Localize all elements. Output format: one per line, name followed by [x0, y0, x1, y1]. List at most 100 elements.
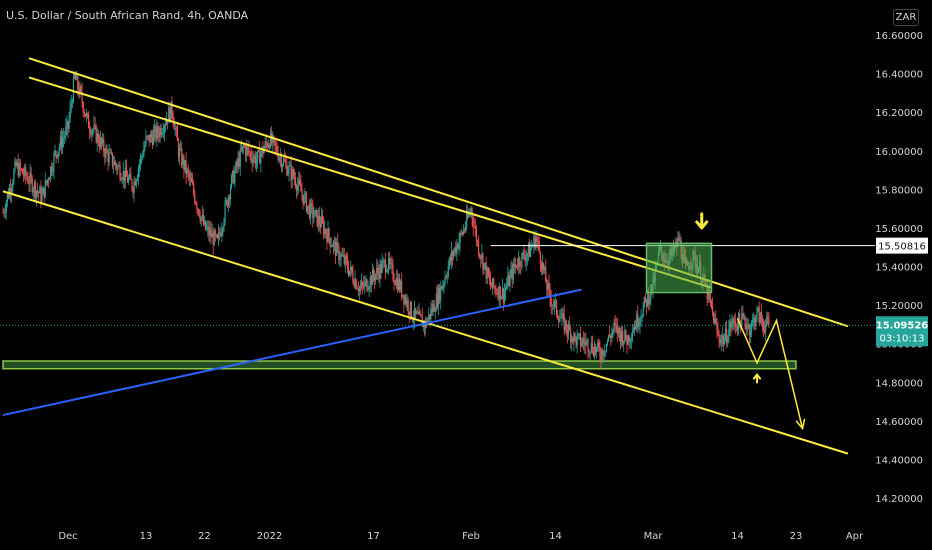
candle-body	[381, 262, 383, 273]
y-tick-label: 14.60000	[875, 417, 923, 428]
candle-body	[21, 169, 24, 174]
candle-body	[174, 128, 176, 130]
candle-body	[611, 332, 613, 339]
candle-body	[302, 194, 304, 204]
candle-body	[247, 146, 249, 149]
y-tick-label: 14.20000	[875, 494, 923, 505]
candle-body	[248, 148, 250, 153]
candle-body	[91, 130, 93, 135]
candle-body	[458, 241, 460, 249]
candle-body	[113, 161, 116, 165]
candle-body	[555, 300, 558, 315]
candle-body	[63, 137, 65, 139]
candle-body	[576, 335, 578, 346]
candle-body	[186, 169, 188, 175]
candle-body	[735, 326, 738, 328]
candle-body	[92, 129, 94, 131]
candle-body	[727, 339, 729, 344]
candle-body	[6, 194, 8, 203]
candle-body	[154, 126, 156, 132]
candle-body	[511, 269, 513, 280]
candle-body	[436, 294, 439, 307]
candle-body	[575, 337, 577, 346]
candle-body	[73, 74, 76, 78]
candle-body	[453, 252, 455, 257]
candle-body	[600, 356, 602, 361]
candle-body	[151, 137, 154, 145]
candle-body	[524, 257, 526, 262]
candle-body	[437, 287, 440, 307]
candle-body	[749, 331, 752, 335]
candle-body	[131, 179, 133, 189]
candle-body	[546, 282, 548, 290]
currency-badge[interactable]: ZAR	[893, 9, 919, 26]
candle-body	[254, 156, 257, 165]
candle-body	[228, 196, 231, 199]
candle-body	[482, 253, 484, 270]
candle-body	[208, 226, 210, 236]
candle-body	[649, 297, 651, 304]
candle-body	[255, 160, 258, 165]
x-tick-label: 2022	[257, 531, 282, 542]
candle-body	[535, 237, 537, 248]
candle-body	[102, 138, 104, 144]
candle-body	[17, 162, 19, 176]
candle-body	[501, 288, 504, 297]
candle-body	[479, 254, 481, 257]
candle-body	[368, 287, 370, 290]
candle-body	[717, 330, 719, 335]
candle-body	[454, 247, 456, 253]
candle-body	[190, 178, 193, 183]
candle-body	[43, 187, 45, 198]
candle-body	[443, 283, 445, 285]
candle-body	[581, 339, 584, 344]
candle-body	[227, 196, 229, 207]
y-tick-label: 14.80000	[875, 378, 923, 389]
candle-body	[551, 305, 553, 307]
candle-body	[521, 252, 523, 267]
candle-body	[79, 86, 81, 95]
candle-body	[507, 275, 509, 286]
candle-body	[129, 173, 131, 179]
candle-body	[539, 252, 541, 264]
candle-body	[467, 212, 469, 217]
candle-body	[622, 330, 624, 345]
candle-body	[168, 107, 170, 123]
candle-body	[243, 145, 246, 147]
candle-body	[620, 330, 623, 342]
candle-body	[357, 289, 359, 292]
candle-body	[514, 264, 517, 268]
candle-body	[19, 162, 21, 169]
candle-body	[105, 148, 107, 158]
candle-body	[537, 240, 539, 243]
candle-body	[631, 333, 634, 340]
candle-body	[2, 212, 4, 214]
candle-body	[442, 284, 444, 290]
candle-body	[280, 156, 283, 168]
candle-body	[339, 259, 341, 261]
candle-body	[446, 276, 448, 278]
candle-body	[70, 103, 72, 107]
candle-body	[518, 257, 520, 268]
candle-body	[402, 294, 404, 297]
candle-body	[366, 279, 368, 291]
candle-body	[370, 276, 372, 285]
candle-body	[201, 214, 203, 218]
candle-body	[236, 162, 238, 167]
candle-body	[98, 143, 101, 148]
candle-body	[193, 184, 195, 194]
candle-body	[149, 133, 151, 143]
candle-body	[606, 340, 609, 344]
candle-body	[224, 202, 226, 222]
candle-body	[347, 268, 350, 275]
candle-body	[359, 287, 362, 289]
candle-body	[598, 342, 600, 348]
candle-body	[434, 310, 436, 312]
candle-body	[38, 192, 40, 194]
candle-body	[126, 176, 129, 183]
candle-body	[599, 347, 601, 357]
candle-body	[124, 167, 127, 181]
candle-body	[554, 300, 557, 302]
candle-body	[401, 280, 403, 297]
